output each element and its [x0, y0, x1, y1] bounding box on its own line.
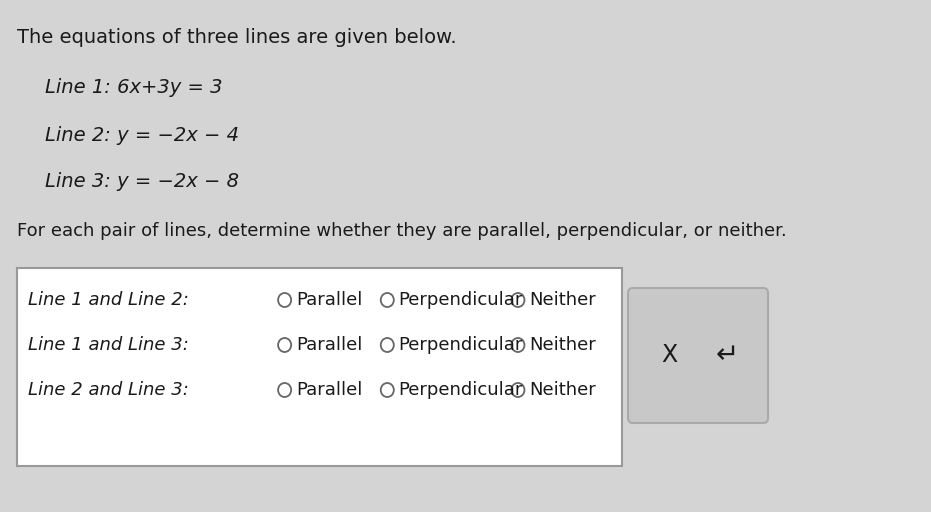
Text: Neither: Neither — [529, 291, 596, 309]
Text: X: X — [661, 344, 678, 368]
Text: Neither: Neither — [529, 336, 596, 354]
Text: Parallel: Parallel — [296, 336, 362, 354]
Text: Neither: Neither — [529, 381, 596, 399]
Text: Line 1 and Line 2:: Line 1 and Line 2: — [28, 291, 189, 309]
Text: Line 3: y = −2x − 8: Line 3: y = −2x − 8 — [45, 172, 238, 191]
Text: For each pair of lines, determine whether they are parallel, perpendicular, or n: For each pair of lines, determine whethe… — [17, 222, 787, 240]
Text: Parallel: Parallel — [296, 381, 362, 399]
Text: Perpendicular: Perpendicular — [398, 336, 523, 354]
Text: Perpendicular: Perpendicular — [398, 291, 523, 309]
Text: The equations of three lines are given below.: The equations of three lines are given b… — [17, 28, 456, 47]
Text: Line 1 and Line 3:: Line 1 and Line 3: — [28, 336, 189, 354]
Text: Line 1: 6x+3y = 3: Line 1: 6x+3y = 3 — [45, 78, 223, 97]
Text: Line 2 and Line 3:: Line 2 and Line 3: — [28, 381, 189, 399]
Text: Parallel: Parallel — [296, 291, 362, 309]
Text: ↵: ↵ — [715, 342, 738, 370]
Text: Perpendicular: Perpendicular — [398, 381, 523, 399]
FancyBboxPatch shape — [628, 288, 768, 423]
Text: Line 2: y = −2x − 4: Line 2: y = −2x − 4 — [45, 126, 238, 145]
FancyBboxPatch shape — [17, 268, 622, 466]
